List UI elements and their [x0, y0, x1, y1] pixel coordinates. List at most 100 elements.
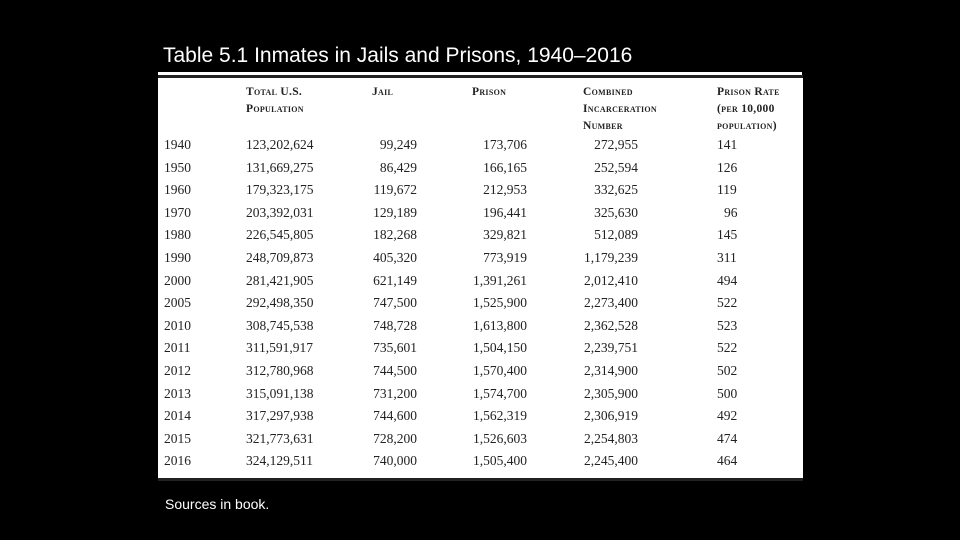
table-row: 1990 248,709,873 405,320 773,919 1,179,239 31… — [158, 250, 803, 272]
cell-year: 2005 — [164, 295, 191, 311]
table-row: 1980 226,545,805 182,268 329,821 512,089 145 — [158, 227, 803, 249]
cell-combined: 2,305,900 — [584, 385, 638, 401]
cell-year: 2015 — [164, 430, 191, 446]
cell-prison: 212,953 — [483, 182, 527, 198]
cell-prison: 1,574,700 — [473, 385, 527, 401]
cell-year: 2016 — [164, 453, 191, 469]
cell-population: 131,669,275 — [246, 159, 314, 175]
header-combined-line: Number — [583, 120, 623, 132]
cell-population: 312,780,968 — [246, 363, 314, 378]
cell-prison: 196,441 — [483, 204, 527, 220]
header-population-line: Population — [246, 103, 304, 115]
cell-prison: 1,391,261 — [473, 272, 527, 288]
cell-jail: 182,268 — [373, 227, 417, 243]
cell-jail: 735,601 — [373, 340, 417, 356]
header-combined-line: Combined — [583, 86, 633, 98]
cell-rate: 522 — [717, 295, 738, 311]
cell-prison: 1,525,900 — [473, 295, 527, 311]
table-row: 2016 324,129,511 740,000 1,505,400 2,245,400… — [158, 453, 803, 475]
cell-prison: 1,570,400 — [473, 363, 527, 378]
cell-population: 321,773,631 — [246, 430, 314, 446]
cell-year: 1940 — [164, 137, 191, 152]
cell-jail: 747,500 — [373, 295, 417, 311]
cell-combined: 325,630 — [594, 204, 638, 220]
header-jail-line: Jail — [372, 86, 394, 98]
cell-population: 308,745,538 — [246, 317, 314, 333]
cell-year: 1970 — [164, 204, 191, 220]
cell-population: 324,129,511 — [246, 453, 313, 469]
cell-prison: 773,919 — [483, 250, 527, 265]
cell-combined: 2,314,900 — [584, 363, 638, 378]
cell-jail: 744,600 — [373, 408, 417, 424]
inmates-table: Total U.S. Population Jail Prison Combin… — [158, 75, 803, 481]
cell-jail: 744,500 — [373, 363, 417, 378]
table-row: 2000 281,421,905 621,149 1,391,261 2,012,410… — [158, 273, 803, 295]
cell-year: 1990 — [164, 250, 191, 265]
cell-rate: 311 — [717, 250, 737, 265]
cell-year: 1950 — [164, 159, 191, 175]
cell-combined: 2,254,803 — [584, 430, 638, 446]
cell-rate: 474 — [717, 430, 738, 446]
table-row: 1940 123,202,624 99,249 173,706 272,955 141 — [158, 137, 803, 159]
header-jail: Jail — [372, 84, 393, 101]
cell-combined: 512,089 — [594, 227, 638, 243]
table-row: 2012 312,780,968 744,500 1,570,400 2,314,900… — [158, 363, 803, 385]
cell-population: 315,091,138 — [246, 385, 314, 401]
cell-population: 292,498,350 — [246, 295, 314, 311]
cell-combined: 2,245,400 — [584, 453, 638, 469]
table-row: 2011 311,591,917 735,601 1,504,150 2,239,751… — [158, 340, 803, 362]
cell-combined: 252,594 — [594, 159, 638, 175]
cell-combined: 2,012,410 — [584, 272, 638, 288]
cell-population: 317,297,938 — [246, 408, 314, 424]
cell-combined: 2,362,528 — [584, 317, 638, 333]
cell-jail: 621,149 — [373, 272, 417, 288]
header-population: Total U.S. Population — [246, 84, 304, 118]
cell-year: 1960 — [164, 182, 191, 198]
header-combined-line: Incarceration — [583, 103, 658, 115]
table-row: 1950 131,669,275 86,429 166,165 252,594 126 — [158, 160, 803, 182]
cell-year: 1980 — [164, 227, 191, 243]
title-underline — [158, 72, 802, 75]
cell-combined: 272,955 — [594, 137, 638, 152]
table-row: 2015 321,773,631 728,200 1,526,603 2,254,803… — [158, 431, 803, 453]
header-prison-line: Prison — [472, 86, 507, 98]
cell-rate: 464 — [717, 453, 738, 469]
cell-jail: 86,429 — [379, 159, 417, 175]
cell-population: 179,323,175 — [246, 182, 314, 198]
cell-combined: 332,625 — [594, 182, 638, 198]
header-rate-line: Prison Rate — [717, 86, 780, 98]
cell-population: 226,545,805 — [246, 227, 314, 243]
cell-prison: 1,504,150 — [473, 340, 527, 356]
table-row: 2005 292,498,350 747,500 1,525,900 2,273,400… — [158, 295, 803, 317]
cell-population: 281,421,905 — [246, 272, 314, 288]
header-prison: Prison — [472, 84, 506, 101]
cell-jail: 740,000 — [373, 453, 417, 469]
cell-combined: 1,179,239 — [584, 250, 638, 265]
cell-year: 2010 — [164, 317, 191, 333]
cell-year: 2011 — [164, 340, 191, 356]
cell-population: 123,202,624 — [246, 137, 314, 152]
cell-jail: 748,728 — [373, 317, 417, 333]
cell-rate: 141 — [717, 137, 738, 152]
cell-rate: 523 — [717, 317, 738, 333]
table-row: 1970 203,392,031 129,189 196,441 325,630 96 — [158, 205, 803, 227]
cell-combined: 2,273,400 — [584, 295, 638, 311]
cell-combined: 2,239,751 — [584, 340, 638, 356]
table-row: 2010 308,745,538 748,728 1,613,800 2,362,528… — [158, 318, 803, 340]
cell-rate: 492 — [717, 408, 738, 424]
cell-jail: 731,200 — [373, 385, 417, 401]
header-combined: Combined Incarceration Number — [583, 84, 657, 135]
cell-jail: 405,320 — [373, 250, 417, 265]
cell-jail: 99,249 — [379, 137, 417, 152]
cell-jail: 119,672 — [373, 182, 417, 198]
cell-rate: 145 — [717, 227, 738, 243]
cell-rate: 502 — [717, 363, 738, 378]
cell-year: 2013 — [164, 385, 191, 401]
table-top-rule — [158, 75, 803, 78]
cell-rate: 500 — [717, 385, 738, 401]
sources-note: Sources in book. — [165, 496, 270, 512]
table-bottom-rule — [158, 478, 803, 481]
cell-jail: 129,189 — [373, 204, 417, 220]
table-row: 2013 315,091,138 731,200 1,574,700 2,305,900… — [158, 386, 803, 408]
header-rate-line: population) — [717, 120, 777, 132]
